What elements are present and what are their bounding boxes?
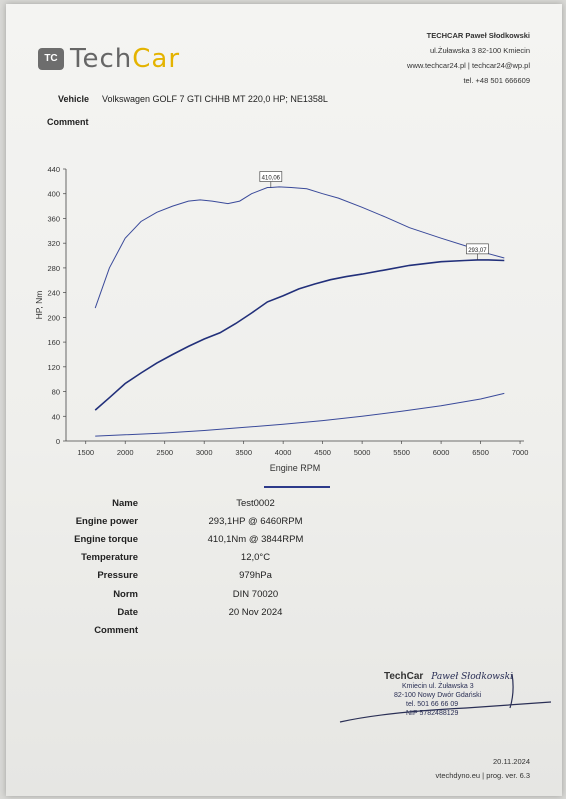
- x-tick-label: 5000: [354, 448, 371, 457]
- stamp-signature: Paweł Słodkowski: [431, 672, 513, 682]
- y-tick-label: 400: [47, 190, 60, 199]
- vehicle-value: Volkswagen GOLF 7 GTI CHHB MT 220,0 HP; …: [102, 94, 328, 104]
- company-info: TECHCAR Paweł Słodkowski ul.Żuławska 3 8…: [407, 28, 530, 88]
- stamp-line-2: 82-100 Nowy Dwór Gdański: [394, 692, 482, 699]
- annotation-label: 410,06: [262, 176, 281, 182]
- dyno-chart: 0 40 80 120 160 200 240 280 320 360 400 440 1500 2000…: [34, 165, 529, 473]
- y-tick-label: 320: [47, 239, 60, 248]
- x-tick-label: 4000: [275, 448, 292, 457]
- result-value: 12,0°C: [240, 552, 271, 564]
- company-address: ul.Żuławska 3 82-100 Kmiecin: [429, 46, 530, 55]
- logo-text-car: Car: [132, 44, 181, 74]
- result-value: 20 Nov 2024: [228, 606, 283, 618]
- y-tick-label: 440: [47, 165, 60, 174]
- x-tick-label: 3500: [235, 448, 252, 457]
- company-web-email: www.techcar24.pl | techcar24@wp.pl: [407, 61, 530, 70]
- result-label: Norm: [113, 588, 138, 600]
- y-tick-label: 280: [47, 264, 60, 273]
- result-label: Pressure: [97, 570, 138, 582]
- result-label: Engine torque: [74, 533, 138, 545]
- result-row: Name Test0002: [46, 494, 426, 512]
- footer-date: 20.11.2024: [493, 757, 530, 766]
- y-tick-label: 120: [47, 363, 60, 372]
- x-tick-label: 7000: [512, 448, 529, 457]
- results-table: Name Test0002 Engine power 293,1HP @ 6460RP…: [46, 494, 426, 640]
- result-label: Engine power: [75, 515, 138, 527]
- y-tick-label: 200: [47, 313, 60, 322]
- company-stamp: TechCar Paweł Słodkowski Kmiecin ul. Żuła…: [384, 672, 513, 718]
- result-row: Engine power 293,1HP @ 6460RPM: [46, 512, 426, 530]
- y-tick-label: 160: [47, 338, 60, 347]
- x-tick-label: 1500: [77, 448, 94, 457]
- y-tick-label: 40: [52, 412, 60, 421]
- stamp-line-1: Kmiecin ul. Żuławska 3: [402, 683, 474, 690]
- company-phone: tel. +48 501 666609: [463, 76, 530, 85]
- result-value: 293,1HP @ 6460RPM: [208, 515, 303, 527]
- company-name: TECHCAR Paweł Słodkowski: [426, 31, 530, 40]
- result-value: 979hPa: [239, 570, 272, 582]
- series-line-2: [94, 259, 505, 411]
- x-tick-label: 4500: [314, 448, 331, 457]
- annotation-label: 293,07: [468, 248, 487, 254]
- footer-program: vtechdyno.eu | prog. ver. 6.3: [435, 771, 530, 780]
- handwritten-signature: [339, 673, 552, 723]
- result-label: Date: [117, 606, 138, 618]
- result-row: Comment: [46, 621, 426, 639]
- x-tick-label: 6000: [433, 448, 450, 457]
- x-tick-label: 3000: [196, 448, 213, 457]
- series-line-3: [95, 392, 505, 437]
- result-label: Name: [112, 497, 138, 509]
- techcar-logo: TC TechCar: [38, 44, 180, 74]
- x-tick-label: 5500: [393, 448, 410, 457]
- result-row: Pressure 979hPa: [46, 567, 426, 585]
- stamp-line-3: tel. 501 66 66 09: [406, 701, 459, 708]
- dyno-report-page: TC TechCar TECHCAR Paweł Słodkowski ul.Ż…: [6, 4, 562, 796]
- stamp-brand: TechCar: [384, 671, 424, 682]
- logo-text-tech: Tech: [70, 44, 133, 74]
- vehicle-label: Vehicle: [58, 94, 90, 104]
- result-row: Norm DIN 70020: [46, 585, 426, 603]
- x-tick-label: 6500: [472, 448, 489, 457]
- result-label: Temperature: [81, 552, 138, 564]
- results-divider: [264, 486, 330, 488]
- result-value: 410,1Nm @ 3844RPM: [207, 533, 304, 545]
- y-tick-label: 80: [52, 388, 60, 397]
- y-tick-label: 0: [56, 437, 60, 446]
- series-line-1: [94, 186, 505, 309]
- result-row: Engine torque 410,1Nm @ 3844RPM: [46, 530, 426, 548]
- result-value: DIN 70020: [232, 588, 279, 600]
- techcar-logo-icon: TC: [38, 48, 64, 70]
- x-tick-label: 2500: [156, 448, 173, 457]
- result-label: Comment: [94, 624, 138, 636]
- x-axis-label: Engine RPM: [270, 463, 321, 473]
- techcar-logo-text: TechCar: [70, 44, 180, 74]
- result-row: Date 20 Nov 2024: [46, 603, 426, 621]
- stamp-line-4: NIP 5782488129: [406, 710, 459, 717]
- y-tick-label: 360: [47, 214, 60, 223]
- result-row: Temperature 12,0°C: [46, 549, 426, 567]
- comment-label: Comment: [47, 117, 89, 127]
- y-tick-label: 240: [47, 289, 60, 298]
- x-tick-label: 2000: [117, 448, 134, 457]
- result-value: Test0002: [236, 497, 275, 509]
- y-axis-label: HP, Nm: [34, 291, 44, 320]
